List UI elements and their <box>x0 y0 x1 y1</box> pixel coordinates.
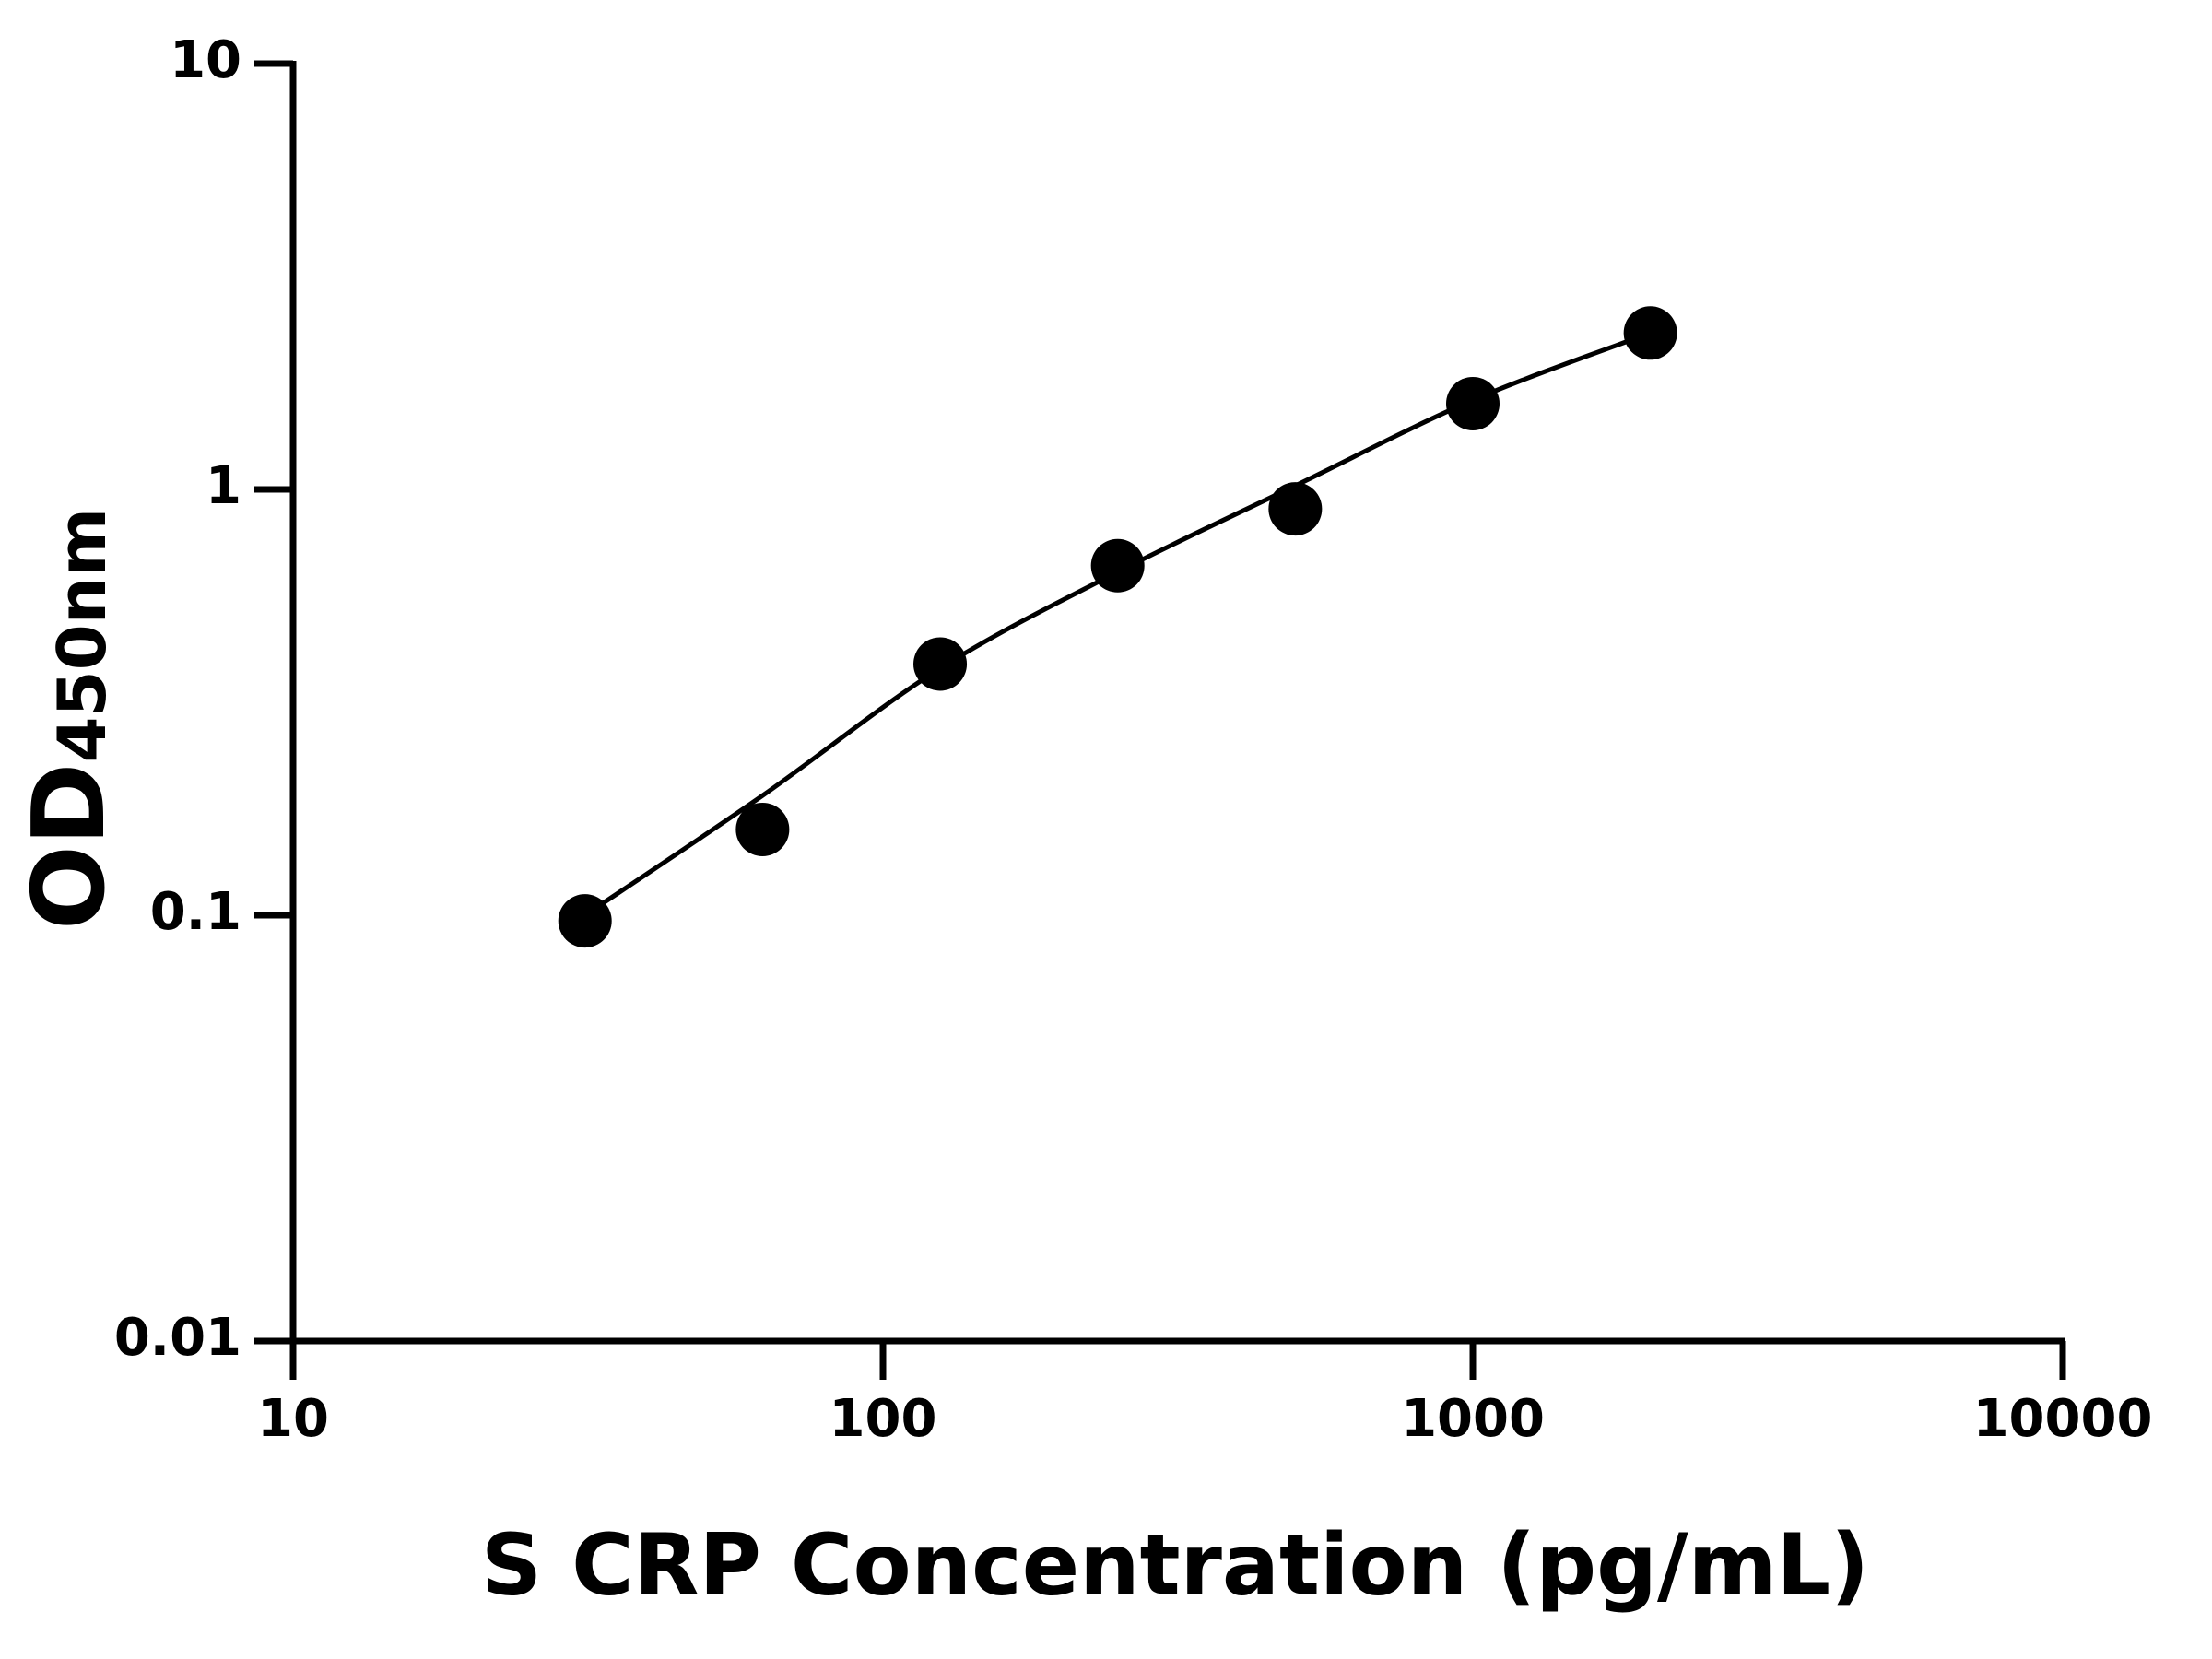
data-point <box>1268 482 1323 536</box>
y-tick-label: 10 <box>170 30 241 90</box>
y-axis-title-subscript: 450nm <box>43 508 121 763</box>
y-tick-label: 0.01 <box>114 1308 241 1368</box>
y-axis-title: OD450nm <box>12 508 127 930</box>
data-point <box>735 802 790 856</box>
data-point <box>1090 538 1145 593</box>
x-tick-label: 100 <box>830 1389 937 1449</box>
x-axis-title: S CRP Concentration (pg/mL) <box>481 1515 1869 1614</box>
y-tick-label: 0.1 <box>150 882 241 942</box>
y-axis-title-main: OD <box>12 763 127 930</box>
y-tick-label: 1 <box>206 456 241 516</box>
x-tick-label: 1000 <box>1401 1389 1545 1449</box>
data-point <box>1446 376 1500 430</box>
x-tick-label: 10000 <box>1973 1389 2153 1449</box>
fit-curve <box>583 330 1652 918</box>
x-tick-label: 10 <box>257 1389 329 1449</box>
